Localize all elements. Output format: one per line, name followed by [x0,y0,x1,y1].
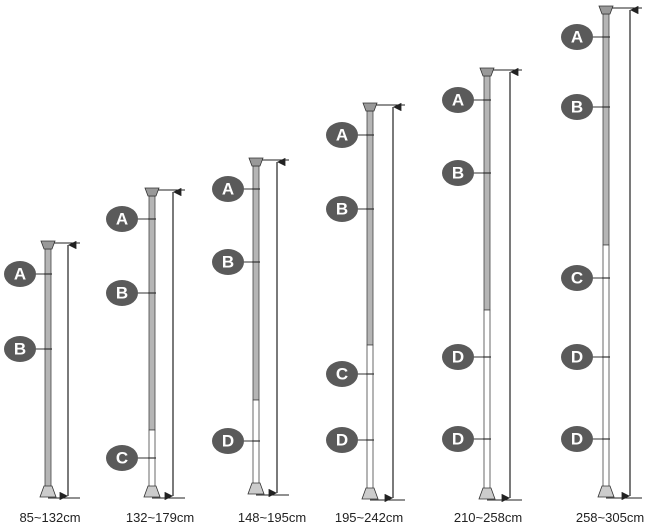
size-label: 210~258cm [454,510,522,525]
pole-upper [483,75,491,311]
pole-lower [366,344,374,490]
pole-foot [39,485,57,498]
pole-upper [252,165,260,401]
pole-cap [598,5,614,15]
marker-letter: A [336,126,348,145]
marker-badge [212,176,244,202]
marker-letter: C [336,365,348,384]
pole-cap [362,102,378,112]
marker-badge [106,206,138,232]
pole-cap [40,240,56,250]
pole-upper [44,248,52,496]
pole-lower [252,399,260,485]
marker-badge [4,261,36,287]
pole-group: A B C D D 258~305cm [561,5,644,525]
pole-group: A B 85~132cm [4,240,81,525]
pole-cap [144,187,160,197]
size-label: 195~242cm [335,510,403,525]
pole-cap [248,157,264,167]
pole-group: A B D 148~195cm [212,157,306,525]
marker-letter: A [14,265,26,284]
pole-group: A B D D 210~258cm [442,67,522,525]
marker-badge [561,24,593,50]
marker-badge [326,196,358,222]
pole-lower [602,244,610,488]
pole-foot [143,485,161,498]
marker-letter: D [452,430,464,449]
marker-badge [442,87,474,113]
marker-letter: D [222,432,234,451]
marker-letter: B [336,200,348,219]
marker-badge [442,426,474,452]
size-label: 132~179cm [126,510,194,525]
marker-letter: D [571,430,583,449]
marker-letter: C [116,449,128,468]
marker-letter: D [336,431,348,450]
marker-badge [212,249,244,275]
marker-badge [561,344,593,370]
marker-badge [442,160,474,186]
marker-badge [212,428,244,454]
pole-foot [361,487,379,500]
size-label: 85~132cm [19,510,80,525]
pole-foot [597,485,615,498]
marker-badge [326,427,358,453]
pole-group: A B C D 195~242cm [326,102,405,525]
marker-badge [4,336,36,362]
marker-badge [326,122,358,148]
size-label: 258~305cm [576,510,644,525]
marker-letter: A [222,180,234,199]
marker-letter: B [571,98,583,117]
marker-badge [561,426,593,452]
marker-letter: D [571,348,583,367]
marker-letter: D [452,348,464,367]
marker-badge [106,445,138,471]
pole-cap [479,67,495,77]
marker-letter: A [116,210,128,229]
marker-letter: B [14,340,26,359]
marker-letter: C [571,269,583,288]
pole-upper [602,13,610,246]
marker-letter: B [222,253,234,272]
pole-upper [148,195,156,431]
marker-badge [561,94,593,120]
pole-group: A B C 132~179cm [106,187,194,525]
marker-letter: A [571,28,583,47]
marker-letter: B [452,164,464,183]
marker-letter: A [452,91,464,110]
marker-badge [106,280,138,306]
pole-upper [366,110,374,346]
size-label: 148~195cm [238,510,306,525]
pole-lower [483,309,491,490]
pole-foot [478,487,496,500]
marker-letter: B [116,284,128,303]
marker-badge [326,361,358,387]
pole-foot [247,482,265,495]
marker-badge [442,344,474,370]
marker-badge [561,265,593,291]
